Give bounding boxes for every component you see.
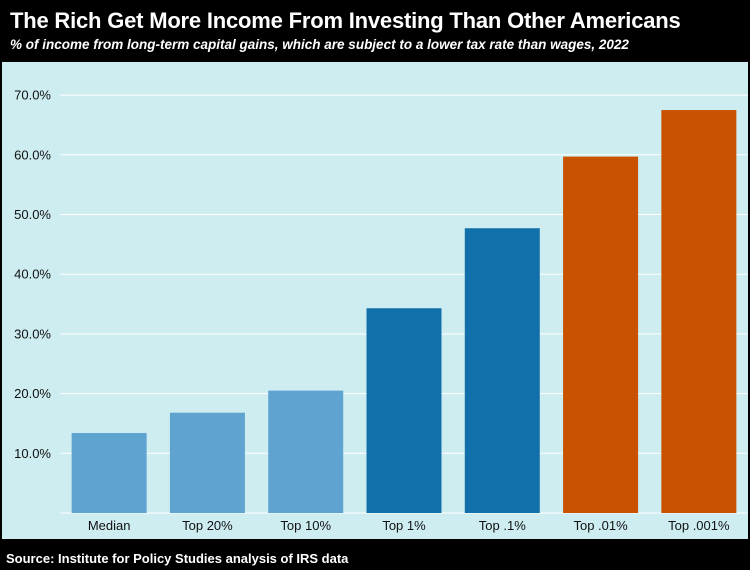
x-tick-label: Top .01% <box>573 518 628 533</box>
bar-top-1 <box>464 228 540 513</box>
bar-top-01 <box>563 156 639 513</box>
bar-top-1 <box>366 308 442 513</box>
bar-top-10 <box>268 390 344 513</box>
y-tick-label: 70.0% <box>14 88 51 103</box>
source-note: Source: Institute for Policy Studies ana… <box>6 551 349 566</box>
bars <box>71 110 737 514</box>
y-tick-label: 60.0% <box>14 147 51 162</box>
bar-top-20 <box>169 412 245 513</box>
x-tick-label: Top 1% <box>382 518 426 533</box>
x-tick-label: Top .1% <box>479 518 526 533</box>
chart-footer: Source: Institute for Policy Studies ana… <box>0 544 750 570</box>
bar-median <box>71 433 147 513</box>
y-tick-label: 50.0% <box>14 207 51 222</box>
x-tick-label: Top 20% <box>182 518 233 533</box>
chart-subtitle: % of income from long-term capital gains… <box>10 37 629 52</box>
y-tick-label: 10.0% <box>14 446 51 461</box>
y-tick-label: 40.0% <box>14 267 51 282</box>
y-tick-label: 20.0% <box>14 386 51 401</box>
y-tick-label: 30.0% <box>14 326 51 341</box>
bar-top-001 <box>661 110 737 514</box>
x-tick-label: Top .001% <box>668 518 730 533</box>
chart-header: The Rich Get More Income From Investing … <box>0 0 750 62</box>
y-axis-ticks: 10.0% 20.0% 30.0% 40.0% 50.0% 60.0% 70.0% <box>14 88 51 461</box>
x-tick-label: Median <box>88 518 131 533</box>
x-tick-label: Top 10% <box>280 518 331 533</box>
chart-title: The Rich Get More Income From Investing … <box>10 8 681 33</box>
x-axis-ticks: Median Top 20% Top 10% Top 1% Top .1% Top .01… <box>88 518 730 533</box>
